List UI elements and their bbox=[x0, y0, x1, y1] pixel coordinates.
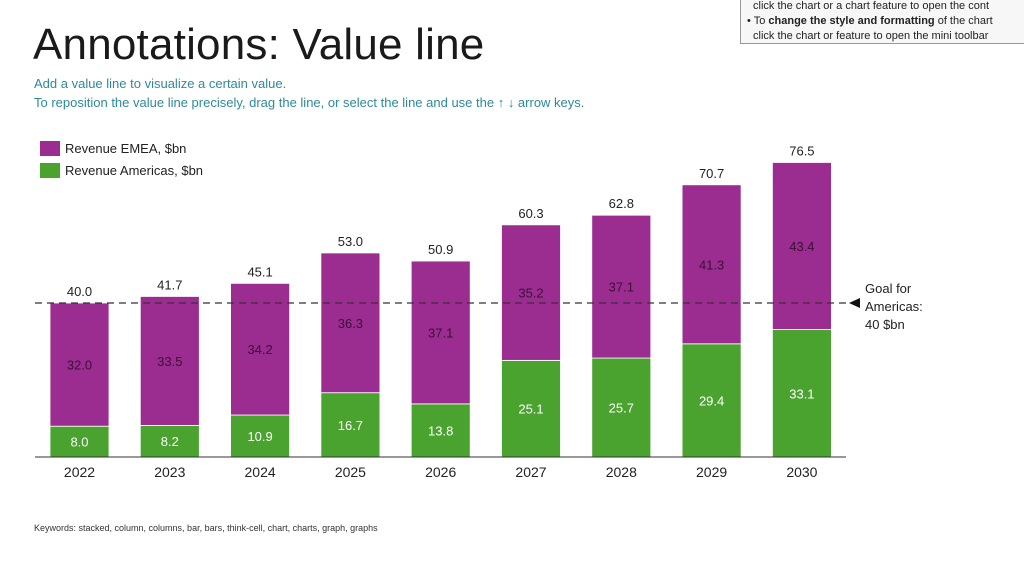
bar-americas-2030[interactable] bbox=[772, 329, 832, 458]
value-line-label-1: Goal for bbox=[865, 281, 912, 296]
data-label-emea-2029: 41.3 bbox=[699, 257, 724, 272]
total-label-2030: 76.5 bbox=[789, 143, 814, 158]
data-label-emea-2025: 36.3 bbox=[338, 316, 363, 331]
bar-emea-2028[interactable] bbox=[591, 214, 652, 359]
legend-item-emea: Revenue EMEA, $bn bbox=[40, 137, 203, 159]
data-label-americas-2030: 33.1 bbox=[789, 386, 814, 401]
data-label-americas-2024: 10.9 bbox=[247, 429, 272, 444]
bar-emea-2024[interactable] bbox=[230, 282, 291, 416]
total-label-2028: 62.8 bbox=[609, 196, 634, 211]
data-label-emea-2030: 43.4 bbox=[789, 239, 814, 254]
data-label-americas-2028: 25.7 bbox=[609, 401, 634, 416]
value-line-arrow-icon bbox=[849, 298, 860, 308]
tip-line-2-prefix: • To bbox=[747, 15, 769, 27]
tip-line-3: click the chart or feature to open the m… bbox=[753, 30, 989, 42]
bar-americas-2029[interactable] bbox=[681, 343, 742, 458]
bar-americas-2027[interactable] bbox=[501, 359, 561, 458]
tip-box: click the chart or a chart feature to op… bbox=[740, 0, 1024, 44]
subtitle-line-1: Add a value line to visualize a certain … bbox=[34, 76, 287, 91]
x-tick-label-2024: 2024 bbox=[245, 464, 276, 480]
tip-line-1: click the chart or a chart feature to op… bbox=[753, 0, 990, 12]
data-label-americas-2027: 25.1 bbox=[518, 402, 543, 417]
data-label-emea-2022: 32.0 bbox=[67, 358, 92, 373]
total-label-2026: 50.9 bbox=[428, 242, 453, 257]
value-line-label: Goal for Americas: 40 $bn bbox=[865, 280, 923, 334]
bar-americas-2024[interactable] bbox=[230, 414, 291, 458]
total-label-2023: 41.7 bbox=[157, 277, 182, 292]
x-tick-label-2027: 2027 bbox=[515, 464, 546, 480]
total-label-2029: 70.7 bbox=[699, 166, 724, 181]
total-label-2024: 45.1 bbox=[247, 264, 272, 279]
x-tick-label-2028: 2028 bbox=[606, 464, 637, 480]
bar-emea-2027[interactable] bbox=[501, 224, 561, 361]
bar-emea-2026[interactable] bbox=[410, 260, 471, 405]
tip-line-2-bold: change the style and formatting bbox=[768, 15, 935, 27]
bar-americas-2028[interactable] bbox=[591, 357, 652, 458]
x-tick-label-2023: 2023 bbox=[154, 464, 185, 480]
bar-emea-2025[interactable] bbox=[320, 252, 381, 394]
data-label-americas-2026: 13.8 bbox=[428, 423, 453, 438]
data-label-americas-2025: 16.7 bbox=[338, 418, 363, 433]
keywords: Keywords: stacked, column, columns, bar,… bbox=[34, 523, 378, 533]
page-title: Annotations: Value line bbox=[33, 20, 485, 69]
data-label-emea-2028: 37.1 bbox=[609, 280, 634, 295]
total-label-2027: 60.3 bbox=[518, 206, 543, 221]
legend-item-americas: Revenue Americas, $bn bbox=[40, 159, 203, 181]
tip-line-2-suffix: of the chart bbox=[934, 15, 993, 27]
x-tick-label-2025: 2025 bbox=[335, 464, 366, 480]
bar-emea-2022[interactable] bbox=[49, 302, 110, 427]
legend-label-americas: Revenue Americas, $bn bbox=[65, 162, 204, 178]
data-label-americas-2029: 29.4 bbox=[699, 393, 724, 408]
data-label-emea-2024: 34.2 bbox=[247, 342, 272, 357]
bar-americas-2025[interactable] bbox=[320, 392, 381, 458]
x-tick-label-2026: 2026 bbox=[425, 464, 456, 480]
data-label-emea-2027: 35.2 bbox=[518, 286, 543, 301]
data-label-emea-2023: 33.5 bbox=[157, 354, 182, 369]
data-label-emea-2026: 37.1 bbox=[428, 325, 453, 340]
data-label-americas-2023: 8.2 bbox=[161, 434, 179, 449]
legend-swatch-emea bbox=[40, 140, 60, 156]
x-tick-label-2030: 2030 bbox=[786, 464, 817, 480]
bar-emea-2023[interactable] bbox=[139, 296, 200, 426]
bar-emea-2030[interactable] bbox=[772, 162, 832, 330]
x-tick-label-2029: 2029 bbox=[696, 464, 727, 480]
value-line-label-3: 40 $bn bbox=[865, 317, 905, 332]
legend-label-emea: Revenue EMEA, $bn bbox=[65, 140, 187, 156]
total-label-2022: 40.0 bbox=[67, 284, 92, 299]
data-label-americas-2022: 8.0 bbox=[70, 435, 88, 450]
value-line-label-2: Americas: bbox=[865, 299, 923, 314]
bar-americas-2026[interactable] bbox=[410, 403, 471, 458]
tip-line-2: • To change the style and formatting of … bbox=[747, 14, 1024, 29]
total-label-2025: 53.0 bbox=[338, 234, 363, 249]
x-tick-label-2022: 2022 bbox=[64, 464, 95, 480]
bar-emea-2029[interactable] bbox=[681, 184, 742, 345]
chart-legend: Revenue EMEA, $bn Revenue Americas, $bn bbox=[40, 137, 203, 181]
subtitle-line-2: To reposition the value line precisely, … bbox=[34, 95, 585, 110]
legend-swatch-americas bbox=[40, 162, 60, 178]
